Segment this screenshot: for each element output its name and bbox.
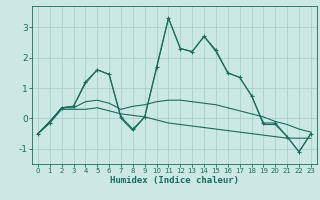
X-axis label: Humidex (Indice chaleur): Humidex (Indice chaleur) [110,176,239,185]
